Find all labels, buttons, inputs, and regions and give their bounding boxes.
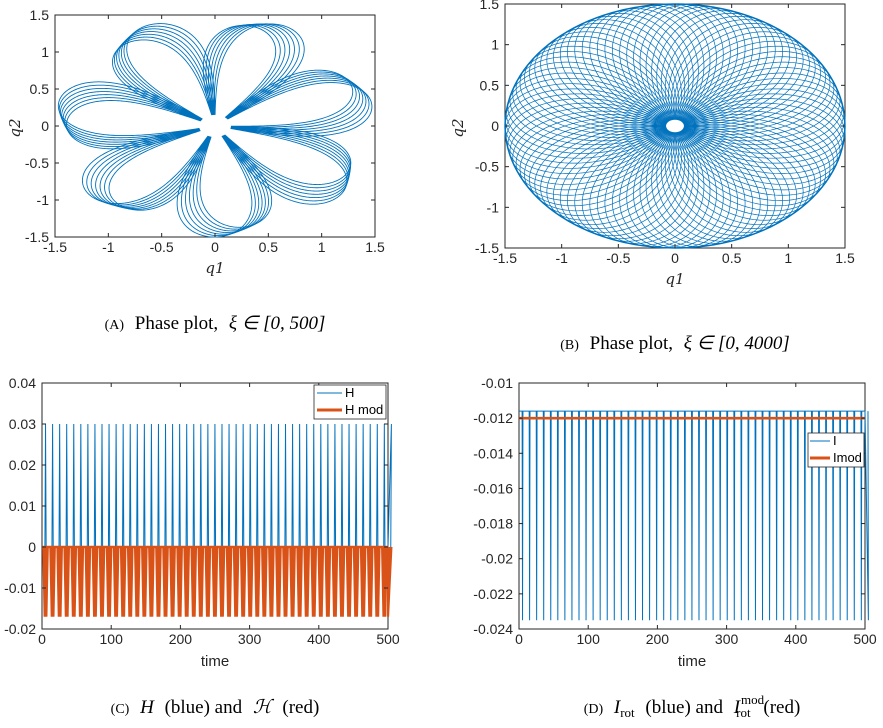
- phase-loop: [64, 24, 357, 230]
- panel-b: -1.5 -1 -0.5 0 0.5 1 1.5-1.5-1-0.500.511.5 q1 …: [449, 0, 855, 354]
- legend-label-i: I: [833, 433, 837, 448]
- y-tick-label: -0.5: [25, 155, 49, 171]
- x-tick-label: 100: [577, 631, 601, 647]
- legend-d: I Imod: [807, 432, 865, 468]
- phase-loop: [553, 125, 680, 229]
- y-tick-label: -1: [487, 199, 500, 215]
- series-lines-d: [519, 410, 869, 621]
- y-tick-label: -0.014: [473, 445, 513, 461]
- caption-d: (D) Irot (blue) and Imod rot (red): [584, 692, 801, 722]
- x-tick-label: 0: [211, 239, 219, 255]
- y-tick-label: 1.5: [480, 0, 500, 12]
- x-tick-label: 500: [853, 631, 877, 647]
- x-tick-label: 0: [671, 250, 679, 266]
- x-tick-label: 0: [38, 631, 46, 647]
- x-tick-label: -1.5: [43, 239, 67, 255]
- y-tick-label: -0.02: [4, 621, 36, 637]
- caption-a: (A) Phase plot, ξ ∈ [0, 500]: [105, 313, 326, 334]
- phase-curve-b: [504, 3, 846, 249]
- phase-loop: [670, 125, 797, 229]
- phase-loop: [553, 23, 680, 127]
- y-tick-label: 0: [41, 118, 49, 134]
- y-tick-label: -0.018: [473, 516, 513, 532]
- x-tick-label: -1: [555, 250, 568, 266]
- y-tick-label: 0: [28, 539, 36, 555]
- phase-loop: [59, 23, 367, 235]
- y-tick-label: -0.5: [475, 159, 499, 175]
- y-tick-label: -0.01: [4, 580, 36, 596]
- x-tick-label: 0: [515, 631, 523, 647]
- x-axis-label-a: q1: [205, 259, 224, 277]
- x-tick-label: 200: [646, 631, 670, 647]
- x-tick-label: -0.5: [606, 250, 630, 266]
- legend-label-imod: Imod: [833, 450, 862, 465]
- phase-loop: [62, 23, 360, 232]
- y-tick-label: 1.5: [30, 7, 50, 23]
- series-h: [44, 423, 392, 548]
- phase-loop: [66, 24, 354, 228]
- x-tick-label: 400: [307, 631, 331, 647]
- x-tick-label: 1: [318, 239, 326, 255]
- y-tick-label: 0.01: [9, 498, 36, 514]
- series-i: [521, 411, 869, 621]
- x-tick-label: 0.5: [259, 239, 279, 255]
- panel-a: -1.5 -1 -0.5 0 0.5 1 1.5-1.5-1-0.500.511.5 q1 …: [6, 7, 385, 334]
- plot-frame-d: [518, 382, 866, 630]
- y-tick-label: -0.01: [481, 375, 513, 391]
- x-tick-label: -1.5: [493, 250, 517, 266]
- y-tick-label: 0.5: [480, 77, 500, 93]
- phase-loop: [61, 23, 364, 234]
- phase-curve-a: [57, 23, 373, 238]
- legend-label-h: H: [345, 385, 354, 400]
- y-tick-label: -0.022: [473, 586, 513, 602]
- series-lines-c: [42, 423, 393, 617]
- legend-label-hmod: H mod: [345, 402, 383, 417]
- y-tick-label: 0.03: [9, 416, 36, 432]
- x-axis-label-c: time: [201, 653, 229, 670]
- x-tick-label: 1: [784, 250, 792, 266]
- x-axis-label-d: time: [678, 653, 706, 670]
- caption-c: (C) H (blue) and ℋ (red): [111, 697, 320, 718]
- panel-c: 0 100 200 300 400 500 -0.02 -0.01 0 0.01 0.02 0.03 0…: [4, 375, 400, 718]
- x-tick-label: 1.5: [365, 239, 385, 255]
- x-tick-label: -0.5: [150, 239, 174, 255]
- x-tick-label: 0.5: [722, 250, 742, 266]
- y-tick-label: -1.5: [475, 240, 499, 256]
- y-axis-label-b: q2: [449, 118, 467, 137]
- y-tick-label: 0: [491, 118, 499, 134]
- x-tick-label: -1: [102, 239, 115, 255]
- x-tick-label: 300: [238, 631, 262, 647]
- x-tick-label: 500: [376, 631, 400, 647]
- x-tick-label: 100: [100, 631, 124, 647]
- phase-loop: [670, 23, 797, 127]
- x-tick-label: 200: [169, 631, 193, 647]
- y-axis-label-a: q2: [6, 118, 24, 137]
- panel-d: 0 100 200 300 400 500 -0.024 -0.022 -0.02 -0.018 -…: [473, 375, 877, 722]
- series-h-mod: [42, 546, 393, 617]
- x-tick-label: 400: [784, 631, 808, 647]
- y-tick-label: -0.012: [473, 410, 513, 426]
- y-tick-label: 0.5: [30, 81, 50, 97]
- inner-hole: [664, 118, 686, 134]
- y-tick-label: 0.02: [9, 457, 36, 473]
- caption-b: (B) Phase plot, ξ ∈ [0, 4000]: [560, 333, 790, 354]
- legend-c: H H mod: [313, 384, 387, 420]
- x-tick-label: 300: [715, 631, 739, 647]
- y-tick-label: -0.02: [481, 551, 513, 567]
- y-tick-label: 1: [41, 44, 49, 60]
- phase-loop: [57, 23, 373, 238]
- y-tick-label: -0.024: [473, 621, 513, 637]
- y-tick-label: 1: [491, 37, 499, 53]
- y-tick-label: -0.016: [473, 480, 513, 496]
- x-axis-label-b: q1: [665, 270, 684, 288]
- y-tick-label: -1.5: [25, 229, 49, 245]
- y-tick-label: -1: [37, 192, 50, 208]
- y-tick-label: 0.04: [9, 375, 36, 391]
- x-tick-label: 1.5: [835, 250, 855, 266]
